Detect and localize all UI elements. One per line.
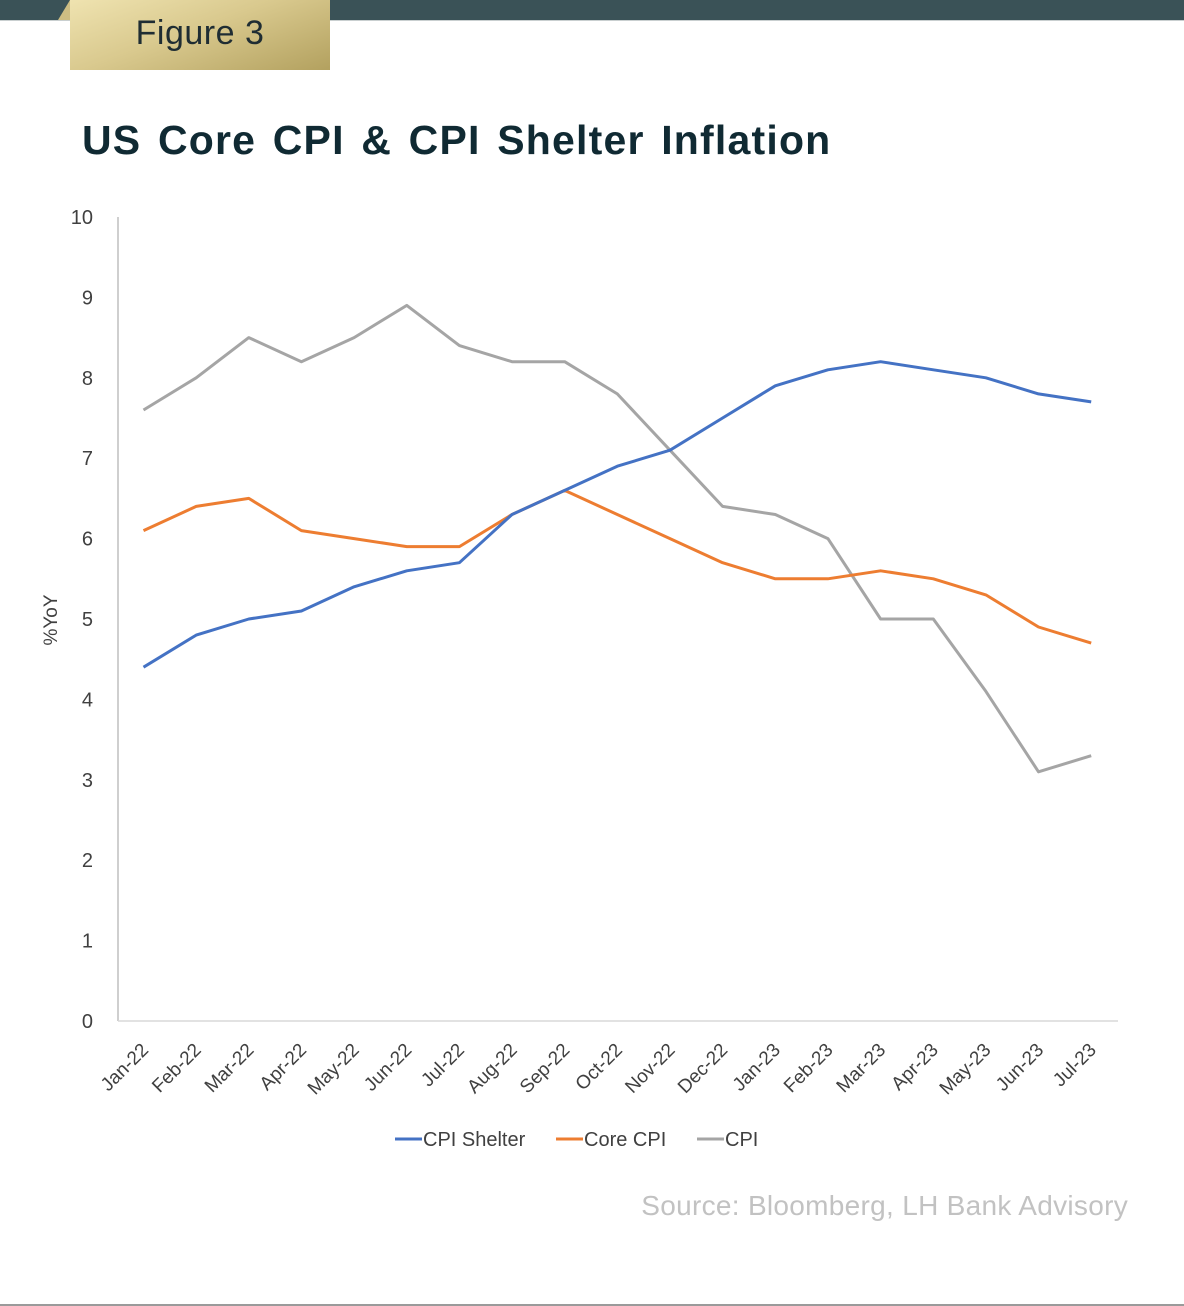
y-axis-ticks: 0 1 2 3 4 5 6 7 8 9 10	[71, 207, 93, 1033]
y-tick-label: 3	[82, 770, 93, 792]
x-tick-label: Apr-22	[256, 1040, 311, 1095]
y-tick-label: 1	[82, 931, 93, 953]
y-tick-label: 10	[71, 207, 93, 229]
series-line-cpi	[142, 303, 1092, 774]
y-tick-label: 9	[82, 287, 93, 309]
bottom-rule	[0, 1304, 1184, 1306]
x-tick-label: Aug-22	[463, 1040, 521, 1098]
x-tick-label: Feb-22	[148, 1040, 205, 1097]
x-tick-label: Sep-22	[516, 1040, 574, 1098]
y-tick-label: 7	[82, 448, 93, 470]
x-tick-label: May-22	[304, 1040, 364, 1100]
x-tick-label: Jun-23	[992, 1040, 1048, 1096]
x-tick-label: Oct-22	[572, 1040, 627, 1095]
x-tick-label: Nov-22	[621, 1040, 679, 1098]
legend-label-cpi-shelter: CPI Shelter	[423, 1129, 526, 1151]
series-line-cpi-shelter	[142, 360, 1092, 669]
series-lines	[142, 303, 1092, 774]
x-tick-label: Jan-22	[97, 1040, 153, 1096]
x-tick-label: Feb-23	[780, 1040, 837, 1097]
x-tick-label: Jan-23	[729, 1040, 785, 1096]
x-tick-label: Dec-22	[674, 1040, 732, 1098]
legend-label-core-cpi: Core CPI	[584, 1129, 666, 1151]
top-banner-shadow	[0, 20, 1184, 21]
x-tick-label: Mar-22	[201, 1040, 258, 1097]
y-tick-label: 2	[82, 850, 93, 872]
x-tick-label: May-23	[936, 1040, 996, 1100]
y-tick-label: 0	[82, 1011, 93, 1033]
y-axis-label: %YoY	[41, 594, 62, 645]
figure-tab: Figure 3	[70, 0, 330, 70]
y-tick-label: 6	[82, 529, 93, 551]
y-tick-label: 5	[82, 609, 93, 631]
x-tick-label: Jun-22	[360, 1040, 416, 1096]
legend-label-cpi: CPI	[725, 1129, 758, 1151]
figure-label: Figure 3	[135, 14, 265, 52]
x-tick-label: Jul-22	[417, 1040, 468, 1091]
page-title: US Core CPI & CPI Shelter Inflation	[82, 117, 832, 163]
y-tick-label: 8	[82, 368, 93, 390]
x-tick-label: Jul-23	[1049, 1040, 1100, 1091]
source-note: Source: Bloomberg, LH Bank Advisory	[641, 1190, 1128, 1221]
legend: CPI Shelter Core CPI CPI	[395, 1129, 758, 1151]
series-line-core-cpi	[142, 488, 1092, 645]
x-tick-label: Apr-23	[888, 1040, 943, 1095]
figure-tab-fold	[58, 0, 70, 20]
y-tick-label: 4	[82, 689, 93, 711]
x-tick-label: Mar-23	[833, 1040, 890, 1097]
